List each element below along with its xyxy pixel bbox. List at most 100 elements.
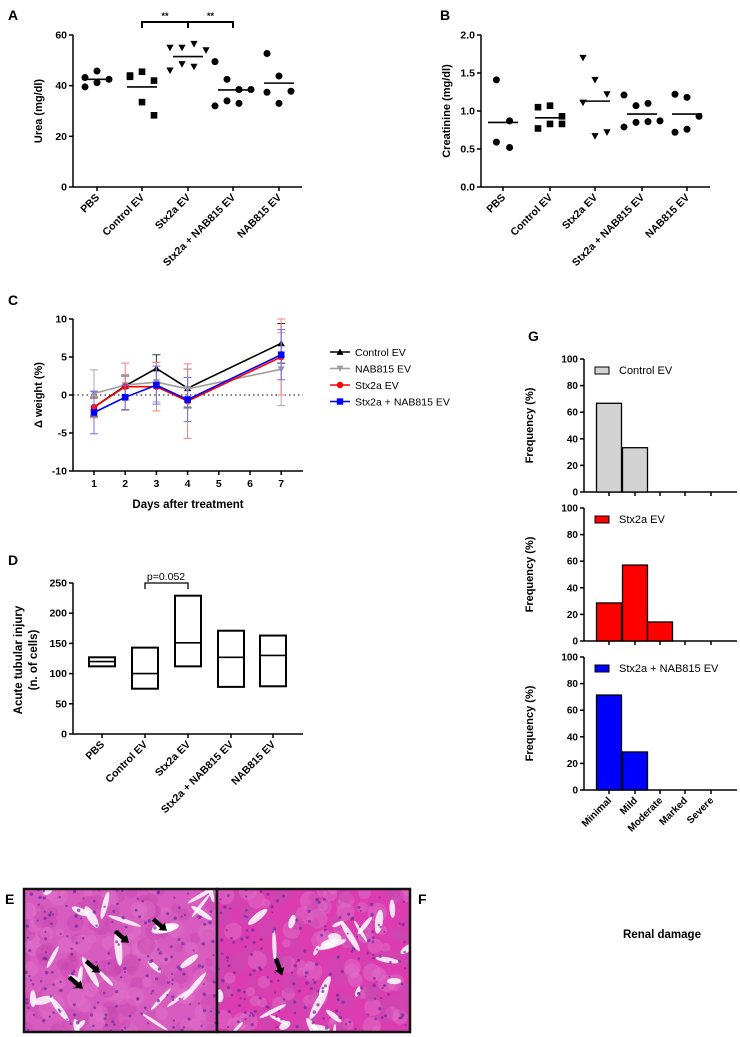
nucleus (178, 906, 181, 910)
nucleus (72, 1003, 76, 1007)
y-tick-label: 0 (572, 637, 578, 648)
cell (362, 963, 381, 982)
bar (595, 402, 623, 493)
x-tick-label: Control EV (100, 192, 147, 239)
nucleus (292, 982, 296, 986)
x-tick-label: PBS (484, 192, 508, 216)
lumen (328, 933, 342, 942)
lumen (357, 916, 372, 935)
y-tick-label: -10 (52, 466, 67, 478)
nucleus (173, 916, 177, 920)
range-bar (131, 646, 159, 690)
nucleus (43, 916, 47, 920)
lumen (313, 945, 320, 956)
x-tick-label: Marked (658, 795, 691, 828)
nucleus (350, 949, 354, 953)
nucleus (43, 890, 46, 893)
cell (147, 889, 159, 895)
nucleus (243, 990, 247, 994)
data-point (644, 99, 652, 107)
bar (621, 751, 649, 791)
nucleus (103, 1017, 107, 1021)
nucleus (156, 891, 160, 895)
cell (304, 960, 315, 971)
panel-1: 0 20 40 60 80 100 Frequency (%) Control EV (524, 355, 737, 499)
nucleus (233, 971, 236, 975)
nucleus (59, 980, 62, 983)
nucleus (226, 986, 231, 990)
lumen (100, 891, 110, 920)
y-tick-label: 60 (567, 557, 579, 568)
cell (249, 995, 261, 1007)
cell (296, 960, 307, 971)
data-point (121, 393, 129, 401)
data-point (558, 120, 566, 128)
data-point (138, 68, 146, 76)
x-tick-label: 4 (185, 478, 191, 490)
cell (206, 1024, 217, 1032)
nucleus (47, 913, 52, 917)
y-tick-label: 20 (567, 759, 579, 770)
data-point (683, 93, 691, 101)
nucleus (82, 897, 85, 900)
arrow-icon (151, 917, 167, 931)
lumen (32, 995, 54, 1005)
cell (77, 999, 92, 1013)
nucleus (403, 950, 406, 954)
nucleus (227, 1009, 232, 1014)
cell (50, 1023, 64, 1032)
cell (205, 1011, 217, 1023)
nucleus (157, 967, 161, 971)
nucleus (38, 895, 42, 900)
y-axis-label: Frequency (%) (524, 536, 536, 612)
nucleus (304, 975, 307, 978)
nucleus (379, 925, 383, 929)
y-tick-label: 80 (567, 381, 579, 392)
cell (98, 980, 116, 998)
cell (281, 975, 300, 994)
arrow-icon (84, 959, 100, 973)
cell (327, 889, 338, 895)
nucleus (182, 1026, 186, 1029)
nucleus (307, 909, 311, 913)
nucleus (371, 940, 375, 944)
data-point (506, 143, 514, 151)
y-tick-label: 20 (567, 610, 579, 621)
y-tick-label: 0 (572, 786, 578, 797)
cell (274, 889, 295, 903)
y-tick-label: 0 (572, 488, 578, 499)
nucleus (58, 896, 61, 899)
x-axis-label: Renal damage (623, 929, 701, 941)
cell (66, 914, 84, 932)
nucleus (138, 915, 142, 919)
y-tick-label: 1.0 (460, 106, 475, 118)
nucleus (320, 933, 324, 937)
cell (123, 922, 142, 941)
nucleus (177, 937, 181, 941)
data-point (178, 61, 186, 68)
data-point (275, 99, 283, 107)
tissue (24, 889, 217, 1032)
nucleus (346, 932, 349, 935)
nucleus (42, 1019, 46, 1023)
nucleus (229, 907, 232, 910)
cell (224, 972, 236, 984)
data-point (534, 103, 542, 111)
nucleus (243, 997, 247, 1001)
data-point (223, 75, 231, 83)
y-tick-label: 0.5 (460, 144, 475, 156)
cell (217, 967, 226, 983)
nucleus (293, 963, 297, 968)
x-tick-label: Stx2a EV (560, 192, 600, 232)
nucleus (51, 913, 54, 916)
y-tick-label: 0 (61, 182, 67, 194)
x-tick-label: 2 (122, 478, 128, 490)
nucleus (323, 897, 326, 901)
nucleus (267, 1006, 270, 1009)
nucleus (378, 955, 382, 959)
histology-images (22, 887, 412, 1034)
nucleus (226, 1025, 230, 1029)
nucleus (403, 940, 406, 944)
